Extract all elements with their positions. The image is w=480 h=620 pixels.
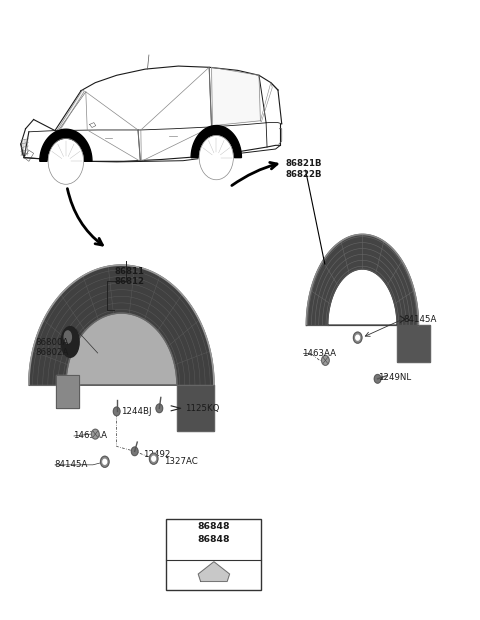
Text: 1249NL: 1249NL [378, 373, 411, 382]
Text: 86848: 86848 [198, 535, 230, 544]
Circle shape [103, 459, 107, 464]
Text: 1125KQ: 1125KQ [185, 404, 220, 413]
Text: 84145A: 84145A [404, 315, 437, 324]
Bar [167, 519, 261, 590]
Circle shape [48, 138, 84, 184]
Polygon shape [57, 90, 84, 131]
Circle shape [156, 404, 163, 413]
Text: 1244BJ: 1244BJ [121, 407, 152, 416]
Circle shape [92, 429, 99, 439]
Text: 1463AA: 1463AA [73, 432, 107, 440]
Text: 86811
86812: 86811 86812 [114, 267, 144, 286]
Circle shape [149, 453, 158, 464]
Polygon shape [191, 126, 241, 157]
Circle shape [132, 447, 138, 456]
Polygon shape [198, 562, 229, 582]
Circle shape [374, 374, 381, 383]
Text: 86848: 86848 [198, 522, 230, 531]
Text: 1327AC: 1327AC [164, 458, 198, 466]
Polygon shape [66, 313, 177, 385]
Circle shape [322, 355, 329, 365]
Circle shape [152, 456, 156, 461]
Text: 86800A
86802A: 86800A 86802A [35, 338, 69, 357]
Ellipse shape [61, 327, 79, 357]
Polygon shape [56, 374, 79, 409]
Text: 84145A: 84145A [54, 460, 87, 469]
Text: 12492: 12492 [143, 450, 170, 459]
Polygon shape [177, 385, 214, 431]
Polygon shape [40, 129, 92, 161]
Circle shape [113, 407, 120, 415]
Circle shape [356, 335, 360, 340]
Polygon shape [397, 326, 430, 362]
Text: 1463AA: 1463AA [301, 348, 336, 358]
Text: 86821B
86822B: 86821B 86822B [285, 159, 322, 179]
Circle shape [353, 332, 362, 343]
Ellipse shape [64, 331, 72, 343]
Circle shape [100, 456, 109, 467]
Polygon shape [212, 68, 261, 126]
Polygon shape [306, 234, 419, 326]
Polygon shape [29, 265, 214, 385]
Circle shape [199, 136, 233, 180]
